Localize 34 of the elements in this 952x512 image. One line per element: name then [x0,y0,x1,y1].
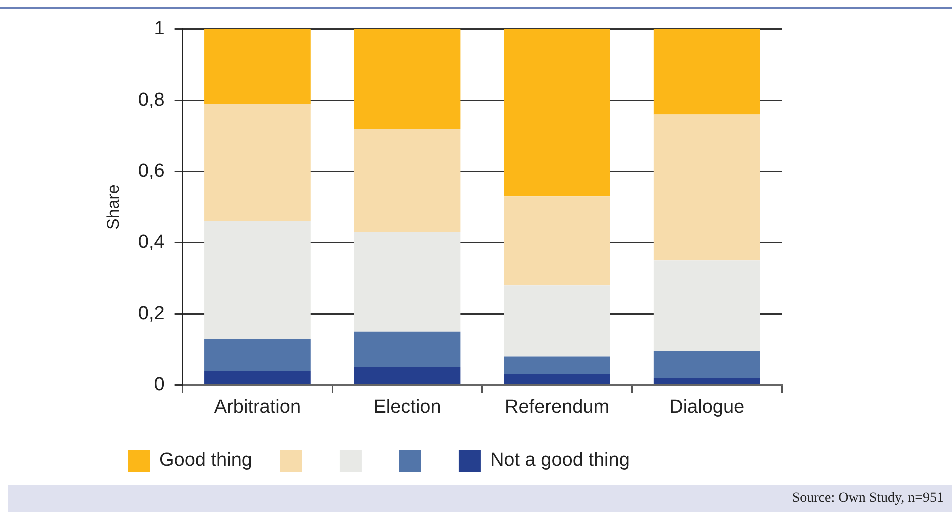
source-note: Source: Own Study, n=951 [792,491,944,506]
y-tick-label: 0,2 [138,303,165,324]
bar [204,104,311,222]
y-axis-title: Share [104,184,123,230]
y-tick-label: 0,6 [138,160,165,182]
bar [204,29,311,104]
legend-label: Not a good thing [490,450,630,472]
y-tick-label: 0 [154,374,165,396]
bar [654,114,760,261]
bar [654,378,760,384]
bar [354,232,461,332]
bar [354,29,461,130]
y-tick-label: 0,8 [138,90,165,111]
bar [354,129,461,232]
bar [354,332,461,368]
bar [504,29,610,197]
bar [204,222,311,339]
bar [654,260,760,352]
x-tick-label: Dialogue [670,396,745,418]
legend-label: Good thing [160,450,252,472]
bar [504,286,610,357]
bar [204,338,311,371]
bar [504,374,610,384]
x-tick-label: Arbitration [214,396,302,418]
bar [504,356,610,375]
bar [654,29,760,115]
bar [354,367,461,384]
y-tick-label: 0,4 [138,232,166,254]
x-tick-label: Election [374,396,442,418]
bar [654,351,760,378]
x-tick-label: Referendum [505,396,610,418]
bar [204,370,311,384]
bar [504,196,610,286]
y-tick-label: 1 [154,18,165,40]
